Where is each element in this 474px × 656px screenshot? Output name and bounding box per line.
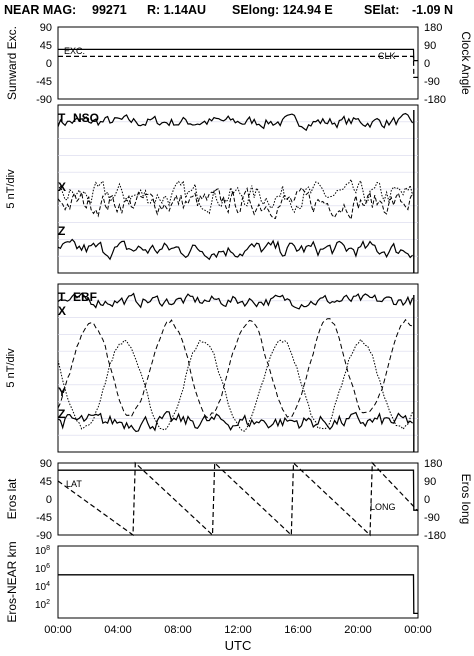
nso-t-trace — [57, 112, 414, 132]
tick-label: 45 — [40, 40, 52, 52]
eros-right-ticks: 180 90 0 -90 -180 — [424, 458, 446, 542]
lat-label: LAT — [66, 479, 82, 489]
tick-label: -180 — [424, 530, 446, 542]
header-selat: SElat: — [364, 3, 399, 17]
distance-ylabel: Eros-NEAR km — [5, 541, 19, 622]
tick-label: -45 — [36, 512, 52, 524]
distance-trace — [58, 574, 418, 615]
tick-label: 45 — [40, 476, 52, 488]
long-label: LONG — [370, 502, 396, 512]
tick-label: 106 — [35, 563, 50, 575]
ebf-ylabel: 5 nT/div — [5, 348, 17, 388]
lat-trace — [58, 469, 418, 511]
tick-label: -90 — [424, 512, 440, 524]
x-tick-label: 00:00 — [404, 624, 432, 636]
ebf-x-trace — [57, 318, 413, 419]
x-tick-label: 04:00 — [104, 624, 132, 636]
eros-long-ylabel: Eros long — [459, 474, 473, 525]
exc-label: EXC. — [64, 46, 85, 56]
distance-panel-frame — [57, 545, 419, 619]
tick-label: 104 — [35, 581, 50, 593]
ebf-t-label: T — [58, 290, 66, 304]
tick-label: 108 — [35, 545, 50, 557]
sunward-ylabel: Sunward Exc. — [5, 26, 19, 100]
clock-angle-ylabel: Clock Angle — [459, 31, 473, 95]
sunward-panel-frame — [57, 26, 419, 100]
tick-label: 0 — [46, 494, 52, 506]
tick-label: 90 — [40, 22, 52, 34]
ebf-grid — [58, 300, 418, 436]
ebf-x-label: X — [58, 304, 66, 318]
tick-label: 0 — [46, 58, 52, 70]
ebf-y-label: Y — [58, 385, 66, 399]
ebf-z-trace — [57, 410, 413, 433]
nso-x-label: X — [58, 180, 66, 194]
distance-ticks: 108 106 104 102 — [35, 545, 50, 611]
nso-ylabel: 5 nT/div — [5, 169, 17, 209]
header-selat-value: -1.09 N — [412, 3, 453, 17]
x-tick-label: 00:00 — [44, 624, 72, 636]
sunward-left-ticks: 90 45 0 -45 -90 — [36, 22, 52, 106]
header-range: R: 1.14AU — [147, 3, 206, 17]
nso-y-trace — [57, 186, 414, 221]
tick-label: -45 — [36, 76, 52, 88]
x-tick-label: 16:00 — [284, 624, 312, 636]
nso-x-trace — [57, 178, 414, 215]
sunward-right-ticks: 180 90 0 -90 -180 — [424, 22, 446, 106]
eros-lat-ylabel: Eros lat — [5, 478, 19, 519]
tick-label: -90 — [424, 76, 440, 88]
clk-trace — [58, 55, 418, 78]
header-mission: NEAR MAG: — [4, 3, 76, 17]
tick-label: 90 — [40, 458, 52, 470]
tick-label: -180 — [424, 94, 446, 106]
nso-z-label: Z — [58, 224, 65, 238]
exc-trace — [58, 48, 418, 62]
ebf-z-label: Z — [58, 407, 65, 421]
x-tick-label: 12:00 — [224, 624, 252, 636]
x-axis-label: UTC — [225, 638, 252, 653]
nso-grid — [58, 121, 418, 257]
tick-label: 0 — [424, 494, 430, 506]
nso-t-label: T — [58, 111, 66, 125]
eros-panel-frame — [57, 462, 419, 536]
ebf-t-trace — [57, 292, 414, 310]
long-trace — [57, 461, 419, 537]
header-selong: SElong: 124.94 E — [232, 3, 333, 17]
eros-left-ticks: 90 45 0 -45 -90 — [36, 458, 52, 542]
tick-label: 180 — [424, 458, 442, 470]
tick-label: 0 — [424, 58, 430, 70]
x-tick-label: 08:00 — [164, 624, 192, 636]
nso-z-trace — [57, 238, 414, 261]
tick-label: 180 — [424, 22, 442, 34]
tick-label: 102 — [35, 599, 50, 611]
x-tick-label: 20:00 — [344, 624, 372, 636]
x-axis-ticks: 00:00 04:00 08:00 12:00 16:00 20:00 00:0… — [44, 624, 432, 636]
tick-label: -90 — [36, 530, 52, 542]
tick-label: 90 — [424, 476, 436, 488]
data-traces — [57, 48, 419, 615]
tick-label: -90 — [36, 94, 52, 106]
header-day: 99271 — [92, 3, 127, 17]
tick-label: 90 — [424, 40, 436, 52]
ebf-y-trace — [57, 338, 414, 432]
